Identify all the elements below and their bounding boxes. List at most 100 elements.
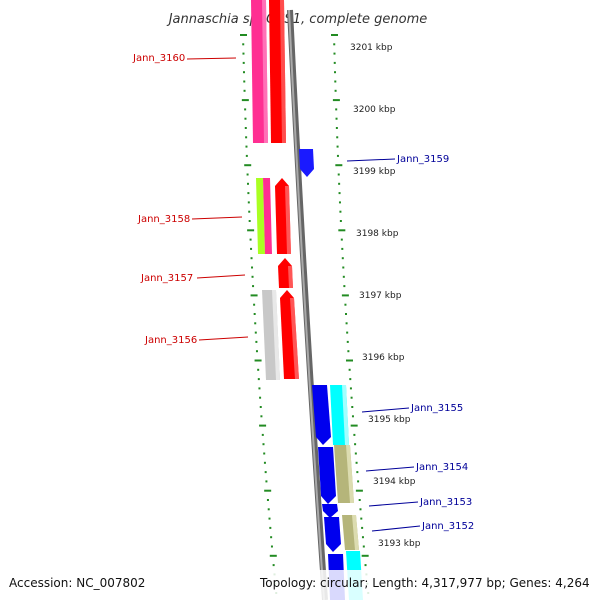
minor-tick bbox=[347, 350, 350, 353]
minor-tick bbox=[259, 406, 262, 408]
gene-block-red-small-shade bbox=[288, 266, 293, 288]
minor-tick bbox=[270, 536, 273, 539]
major-tick bbox=[361, 554, 369, 557]
major-tick bbox=[335, 164, 343, 167]
major-tick bbox=[259, 424, 267, 427]
minor-tick bbox=[333, 52, 336, 55]
minor-tick bbox=[245, 154, 248, 157]
gene-label-jann-3154[interactable]: Jann_3154 bbox=[415, 462, 468, 473]
minor-tick bbox=[243, 89, 246, 92]
minor-tick bbox=[360, 517, 363, 520]
gene-track-left bbox=[251, 0, 299, 380]
minor-tick bbox=[339, 210, 342, 213]
footer-background bbox=[0, 570, 600, 600]
major-tick bbox=[331, 34, 338, 36]
minor-tick bbox=[253, 303, 256, 306]
kbp-label: 3197 kbp bbox=[359, 291, 402, 301]
gene-block-pink-light bbox=[262, 0, 268, 143]
minor-tick bbox=[245, 145, 248, 148]
minor-tick bbox=[335, 127, 338, 129]
gene-labels-left: Jann_3160 Jann_3158 Jann_3157 Jann_3156 bbox=[132, 53, 249, 346]
gene-label-jann-3152[interactable]: Jann_3152 bbox=[421, 521, 474, 532]
major-tick bbox=[338, 229, 346, 232]
minor-tick bbox=[260, 415, 263, 418]
accession-label: Accession: NC_007802 bbox=[9, 576, 145, 590]
minor-tick bbox=[252, 285, 255, 288]
minor-tick bbox=[257, 378, 260, 381]
minor-tick bbox=[272, 564, 275, 567]
minor-tick bbox=[255, 350, 258, 353]
minor-tick bbox=[336, 145, 339, 148]
kbp-label: 3199 kbp bbox=[353, 167, 396, 177]
minor-tick bbox=[340, 238, 343, 241]
map-title: Jannaschia sp. CCS1, complete genome bbox=[166, 12, 428, 27]
minor-tick bbox=[336, 154, 339, 157]
minor-tick bbox=[333, 43, 336, 46]
gene-block-blue-small bbox=[299, 149, 314, 177]
minor-tick bbox=[242, 43, 245, 46]
minor-tick bbox=[351, 406, 354, 408]
kbp-label: 3193 kbp bbox=[378, 539, 421, 549]
minor-tick bbox=[247, 201, 250, 204]
kbp-label: 3196 kbp bbox=[362, 353, 405, 363]
minor-tick bbox=[354, 452, 357, 455]
gene-block-red-light bbox=[280, 0, 286, 143]
minor-tick bbox=[357, 480, 360, 483]
minor-tick bbox=[338, 201, 341, 204]
major-tick bbox=[355, 489, 363, 492]
minor-tick bbox=[356, 471, 359, 474]
minor-tick bbox=[267, 508, 270, 511]
major-tick bbox=[241, 99, 249, 102]
minor-tick bbox=[364, 564, 367, 567]
minor-tick bbox=[335, 117, 338, 120]
minor-tick bbox=[257, 368, 260, 371]
minor-tick bbox=[253, 313, 256, 315]
minor-tick bbox=[359, 508, 362, 511]
gene-label-jann-3159[interactable]: Jann_3159 bbox=[396, 154, 449, 165]
minor-tick bbox=[344, 303, 347, 306]
minor-tick bbox=[339, 220, 342, 222]
gene-block-khaki-shade bbox=[346, 445, 354, 503]
gene-block-grey-shade bbox=[272, 290, 280, 380]
gene-label-jann-3156[interactable]: Jann_3156 bbox=[144, 335, 197, 346]
gene-label-jann-3157[interactable]: Jann_3157 bbox=[140, 273, 193, 284]
genome-backbone bbox=[287, 9, 328, 600]
minor-tick bbox=[362, 545, 365, 548]
gene-label-jann-3153[interactable]: Jann_3153 bbox=[419, 497, 472, 508]
gene-block-green bbox=[256, 178, 265, 254]
minor-tick bbox=[341, 257, 344, 260]
minor-tick bbox=[342, 266, 345, 269]
minor-tick bbox=[244, 117, 247, 120]
minor-tick bbox=[349, 378, 352, 381]
minor-tick bbox=[346, 331, 349, 334]
minor-tick bbox=[266, 499, 269, 501]
minor-tick bbox=[350, 396, 353, 399]
major-tick bbox=[250, 294, 258, 297]
minor-tick bbox=[338, 192, 341, 195]
minor-tick bbox=[261, 433, 264, 436]
gene-block-red-arrow-shade bbox=[285, 186, 291, 254]
minor-tick bbox=[250, 257, 253, 260]
minor-tick bbox=[259, 396, 262, 399]
minor-tick bbox=[345, 313, 348, 315]
gene-label-jann-3160[interactable]: Jann_3160 bbox=[132, 53, 185, 64]
gene-label-jann-3155[interactable]: Jann_3155 bbox=[410, 403, 463, 414]
minor-tick bbox=[249, 238, 252, 241]
minor-tick bbox=[251, 275, 254, 278]
minor-tick bbox=[244, 108, 247, 111]
gene-label-jann-3158[interactable]: Jann_3158 bbox=[137, 214, 190, 225]
minor-tick bbox=[243, 80, 246, 83]
minor-tick bbox=[244, 127, 247, 129]
minor-tick bbox=[248, 220, 251, 222]
minor-tick bbox=[354, 443, 357, 446]
minor-tick bbox=[345, 322, 348, 325]
kbp-label: 3198 kbp bbox=[356, 229, 399, 239]
major-tick bbox=[247, 229, 255, 232]
minor-tick bbox=[242, 71, 245, 74]
minor-tick bbox=[258, 387, 261, 390]
gene-block-blue-3155 bbox=[312, 385, 331, 445]
major-tick bbox=[240, 34, 247, 36]
kbp-label: 3195 kbp bbox=[368, 415, 411, 425]
minor-tick bbox=[242, 52, 245, 55]
minor-tick bbox=[349, 387, 352, 390]
